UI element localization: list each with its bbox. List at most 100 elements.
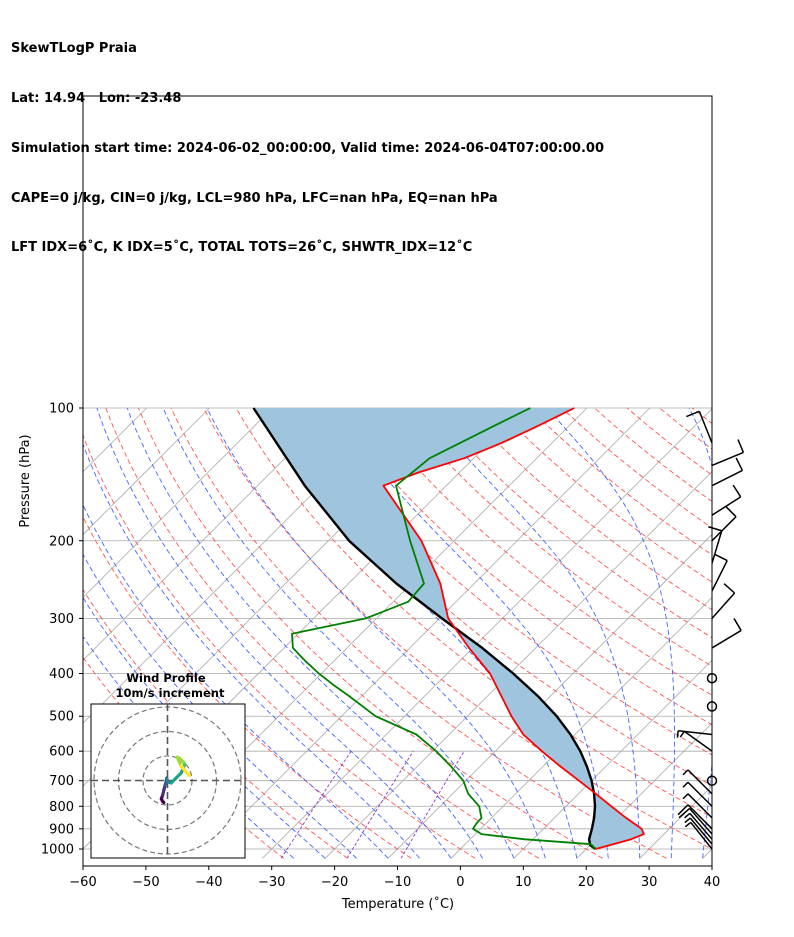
x-tick-label: 30 bbox=[641, 875, 658, 890]
cape-cin-fill bbox=[253, 408, 644, 849]
wind-barbs bbox=[676, 410, 745, 850]
cin-shading bbox=[253, 408, 644, 849]
isotherm-line bbox=[83, 407, 84, 410]
dry-adiabat bbox=[300, 407, 712, 756]
header-location: Lat: 14.94 Lon: -23.48 bbox=[11, 90, 182, 106]
x-tick-label: −40 bbox=[195, 875, 222, 890]
y-tick-label: 300 bbox=[49, 612, 74, 627]
wind-barb bbox=[682, 781, 713, 807]
dewpoint-line bbox=[291, 407, 597, 850]
dry-adiabat bbox=[659, 407, 712, 450]
header-title: SkewTLogP Praia bbox=[11, 41, 137, 57]
dry-adiabat bbox=[203, 407, 712, 850]
wind-barb bbox=[711, 583, 736, 619]
dry-adiabat bbox=[561, 407, 712, 529]
wind-barb bbox=[678, 807, 713, 835]
moist-adiabat bbox=[83, 442, 420, 859]
y-tick-label: 400 bbox=[49, 667, 74, 682]
dry-adiabat bbox=[235, 407, 712, 818]
isotherm-line bbox=[83, 407, 336, 661]
wind-barb bbox=[677, 804, 713, 830]
x-tick-label: 40 bbox=[704, 875, 721, 890]
y-tick-label: 100 bbox=[49, 402, 74, 417]
dry-adiabat bbox=[83, 515, 412, 859]
moist-adiabat bbox=[162, 407, 515, 859]
y-tick-label: 900 bbox=[49, 822, 74, 837]
dry-adiabat bbox=[463, 407, 712, 611]
x-tick-label: −30 bbox=[258, 875, 285, 890]
dry-adiabat bbox=[105, 407, 540, 859]
temperature-line bbox=[382, 407, 645, 850]
hodograph-segment bbox=[184, 770, 192, 778]
header-cape-indices: CAPE=0 j/kg, CIN=0 j/kg, LCL=980 hPa, LF… bbox=[11, 190, 498, 206]
wind-barb bbox=[711, 439, 745, 467]
isotherm-line bbox=[324, 471, 712, 859]
isotherm-line bbox=[83, 407, 210, 536]
wind-barb bbox=[676, 729, 713, 738]
hodograph-inset: Wind Profile 10m/s increment bbox=[90, 671, 246, 859]
moist-adiabat bbox=[331, 407, 609, 859]
wind-barb bbox=[706, 672, 718, 684]
mixing-ratio-line bbox=[280, 750, 352, 859]
dry-adiabat bbox=[333, 407, 712, 726]
y-tick-label: 1000 bbox=[41, 843, 74, 858]
moist-adiabat bbox=[206, 407, 546, 859]
y-tick-label: 500 bbox=[49, 710, 74, 725]
dry-adiabat bbox=[594, 407, 712, 502]
isotherm-line bbox=[513, 659, 712, 859]
profile-lines bbox=[252, 407, 645, 850]
y-tick-label: 600 bbox=[49, 745, 74, 760]
moist-adiabat bbox=[83, 503, 389, 859]
wind-barb bbox=[711, 553, 728, 592]
isotherm-line bbox=[702, 848, 712, 859]
wind-barb bbox=[684, 812, 713, 840]
moist-adiabat bbox=[546, 407, 675, 859]
parcel-profile-line bbox=[252, 407, 597, 850]
x-tick-label: 20 bbox=[578, 875, 595, 890]
dry-adiabat bbox=[137, 407, 603, 859]
wind-barb bbox=[711, 484, 742, 516]
wind-barb bbox=[682, 769, 713, 795]
y-axis-label: Pressure (hPa) bbox=[18, 434, 33, 527]
wind-barb bbox=[711, 618, 742, 649]
isotherm-line bbox=[576, 722, 712, 859]
moist-adiabat bbox=[734, 408, 794, 858]
axes: −60 −50 −40 −30 −20 −10 0 10 20 30 40 1000 900 800 700… bbox=[41, 402, 720, 891]
wind-barb bbox=[684, 817, 713, 845]
wind-barb bbox=[708, 526, 723, 564]
isotherm-line bbox=[83, 407, 273, 598]
mixing-ratio-line bbox=[400, 750, 465, 859]
x-tick-label: 0 bbox=[456, 875, 464, 890]
dry-adiabat bbox=[268, 407, 712, 787]
hodograph-plot bbox=[91, 704, 245, 858]
y-tick-label: 800 bbox=[49, 800, 74, 815]
isotherm-line bbox=[639, 785, 712, 859]
wind-barb bbox=[682, 793, 713, 819]
x-tick-label: 10 bbox=[515, 875, 532, 890]
x-tick-label: −60 bbox=[69, 875, 96, 890]
header-stability-indices: LFT IDX=6˚C, K IDX=5˚C, TOTAL TOTS=26˚C,… bbox=[11, 240, 473, 256]
wind-barb bbox=[711, 506, 737, 542]
x-tick-label: −20 bbox=[321, 875, 348, 890]
chart-header: SkewTLogP Praia Lat: 14.94 Lon: -23.48 S… bbox=[11, 8, 604, 274]
dry-adiabat bbox=[83, 434, 476, 859]
moist-adiabat bbox=[423, 407, 641, 859]
dry-adiabat bbox=[398, 407, 712, 667]
dry-adiabat bbox=[725, 408, 794, 858]
y-tick-label: 700 bbox=[49, 774, 74, 789]
isotherm-line bbox=[450, 596, 712, 859]
hodograph-title: Wind Profile bbox=[126, 671, 206, 685]
wind-barb bbox=[706, 775, 718, 786]
wind-barb bbox=[711, 457, 744, 487]
wind-barb bbox=[686, 410, 713, 444]
header-times: Simulation start time: 2024-06-02_00:00:… bbox=[11, 140, 604, 156]
isotherm-line bbox=[262, 408, 712, 859]
x-axis-label: Temperature (˚C) bbox=[341, 896, 454, 912]
wind-barb bbox=[679, 730, 713, 752]
moist-adiabat bbox=[96, 407, 452, 859]
dry-adiabat bbox=[626, 407, 712, 476]
wind-barb bbox=[684, 821, 713, 850]
y-tick-label: 200 bbox=[49, 534, 74, 549]
hodograph-subtitle: 10m/s increment bbox=[116, 686, 225, 700]
